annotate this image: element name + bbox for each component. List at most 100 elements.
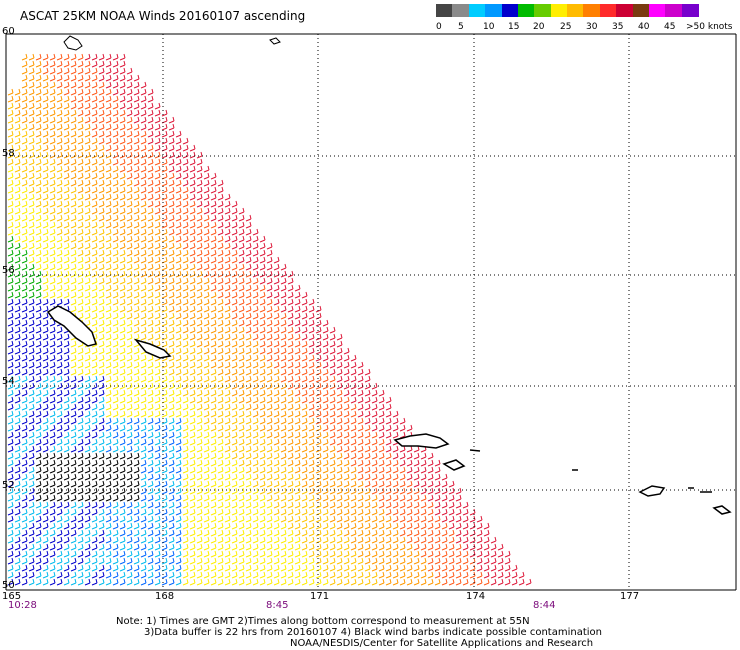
wind-barb (420, 550, 427, 558)
wind-barb (14, 536, 21, 544)
wind-barb (42, 249, 49, 257)
wind-barb (98, 130, 105, 138)
wind-barb (231, 543, 238, 551)
wind-barb (14, 571, 21, 579)
wind-barb (147, 207, 154, 215)
wind-barb (203, 305, 210, 313)
wind-barb (119, 522, 126, 530)
wind-barb (427, 508, 434, 516)
wind-barb (315, 319, 322, 327)
wind-barb (252, 424, 259, 432)
wind-barb (49, 165, 56, 173)
wind-barb (294, 305, 301, 313)
wind-barb (217, 186, 224, 194)
wind-barb (385, 508, 392, 516)
wind-barb (210, 263, 217, 271)
wind-barb (91, 214, 98, 222)
wind-barb (77, 501, 84, 509)
wind-barb (343, 543, 350, 551)
wind-barb (56, 375, 63, 383)
wind-barb (343, 375, 350, 383)
wind-barb (21, 522, 28, 530)
wind-barb (420, 571, 427, 579)
wind-barb (35, 326, 42, 334)
wind-barb (63, 431, 70, 439)
wind-barb (119, 193, 126, 201)
wind-barb (259, 417, 266, 425)
wind-barb (294, 473, 301, 481)
wind-barb (126, 312, 133, 320)
wind-barb (140, 221, 147, 229)
wind-barb (105, 564, 112, 572)
wind-barb (147, 473, 154, 481)
wind-barb (371, 480, 378, 488)
wind-barb (42, 557, 49, 565)
wind-barb (91, 186, 98, 194)
wind-barb (182, 214, 189, 222)
wind-barb (140, 137, 147, 145)
wind-barb (196, 473, 203, 481)
wind-barb (35, 550, 42, 558)
wind-barb (98, 74, 105, 82)
wind-barb (126, 501, 133, 509)
wind-barb (98, 172, 105, 180)
wind-barb (49, 242, 56, 250)
wind-barb (210, 193, 217, 201)
wind-barb (133, 445, 140, 453)
wind-barb (182, 571, 189, 579)
wind-barb (98, 249, 105, 257)
wind-barb (98, 473, 105, 481)
wind-barb (357, 557, 364, 565)
wind-barb (84, 354, 91, 362)
wind-barb (308, 340, 315, 348)
wind-barb (182, 564, 189, 572)
wind-barb (259, 480, 266, 488)
wind-barb (112, 81, 119, 89)
wind-barb (196, 354, 203, 362)
wind-barb (217, 298, 224, 306)
island-pribilof (133, 338, 172, 359)
wind-barb (42, 263, 49, 271)
wind-barb (105, 536, 112, 544)
wind-barb (147, 137, 154, 145)
wind-barb (231, 319, 238, 327)
wind-barb (91, 221, 98, 229)
wind-barb (448, 536, 455, 544)
wind-barb (126, 67, 133, 75)
wind-barb (84, 116, 91, 124)
wind-barb (196, 438, 203, 446)
wind-barb (308, 543, 315, 551)
wind-barb (175, 536, 182, 544)
wind-barb (77, 375, 84, 383)
wind-barb (21, 578, 28, 586)
wind-barb (294, 487, 301, 495)
wind-barb (203, 424, 210, 432)
wind-barb (441, 571, 448, 579)
wind-barb (7, 578, 14, 586)
wind-barb (28, 221, 35, 229)
wind-barb (357, 424, 364, 432)
wind-barb (364, 578, 371, 586)
wind-barb (112, 438, 119, 446)
wind-barb (196, 158, 203, 166)
wind-barb (287, 312, 294, 320)
wind-barb (462, 508, 469, 516)
wind-barb (231, 284, 238, 292)
wind-barb (357, 536, 364, 544)
wind-barb (413, 578, 420, 586)
wind-barb (175, 361, 182, 369)
wind-barb (7, 263, 14, 271)
wind-barb (84, 172, 91, 180)
wind-barb (7, 228, 14, 236)
wind-barb (140, 144, 147, 152)
wind-barb (126, 340, 133, 348)
wind-barb (210, 172, 217, 180)
wind-barb (336, 389, 343, 397)
wind-barb (252, 550, 259, 558)
wind-barb (7, 298, 14, 306)
wind-barb (161, 389, 168, 397)
wind-barb (294, 459, 301, 467)
wind-barb (7, 480, 14, 488)
wind-barb (98, 501, 105, 509)
wind-barb (7, 116, 14, 124)
